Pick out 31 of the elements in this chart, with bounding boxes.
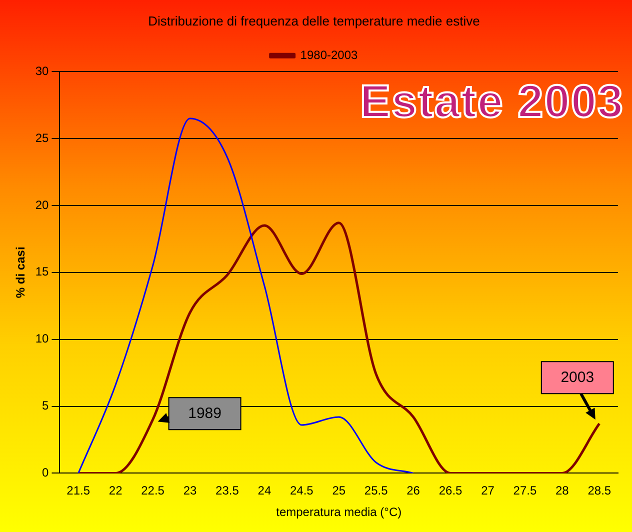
y-axis-title: % di casi (14, 246, 28, 298)
x-tick-label: 24 (258, 484, 272, 498)
y-tick-label: 5 (42, 398, 50, 413)
x-tick-label: 27 (481, 484, 495, 498)
x-tick-label: 22.5 (141, 484, 165, 498)
x-tick-label: 23.5 (216, 484, 240, 498)
y-tick-label: 15 (35, 264, 50, 279)
x-tick-label: 26 (406, 484, 420, 498)
annotation: 2003 (560, 368, 594, 386)
y-tick-label: 0 (42, 466, 50, 480)
x-tick-label: 25.5 (364, 484, 388, 498)
line-series (77, 222, 601, 474)
x-tick-label: 24.5 (290, 484, 314, 498)
chart-title: Distribuzione di frequenza delle temperature medie estive (148, 13, 480, 28)
annotation: 1989 (188, 404, 222, 422)
x-axis-title: temperatura media (°C) (276, 505, 402, 520)
x-tick-label: 28.5 (588, 484, 612, 498)
x-tick-label: 28 (555, 484, 570, 498)
x-tick-label: 27.5 (513, 484, 537, 498)
line-series (78, 118, 414, 474)
legend-label: 1980-2003 (300, 48, 358, 62)
x-tick-label: 21.5 (66, 484, 90, 498)
y-tick-label: 25 (35, 130, 50, 145)
x-tick-label: 22 (108, 484, 123, 498)
y-tick-label: 30 (35, 64, 50, 78)
y-tick-label: 20 (35, 198, 50, 212)
x-tick-label: 26.5 (438, 484, 463, 498)
x-tick-label: 25 (332, 484, 346, 498)
x-tick-label: 23 (183, 484, 197, 498)
y-tick-label: 10 (35, 332, 50, 346)
annotation: Estate 2003 (360, 74, 624, 128)
